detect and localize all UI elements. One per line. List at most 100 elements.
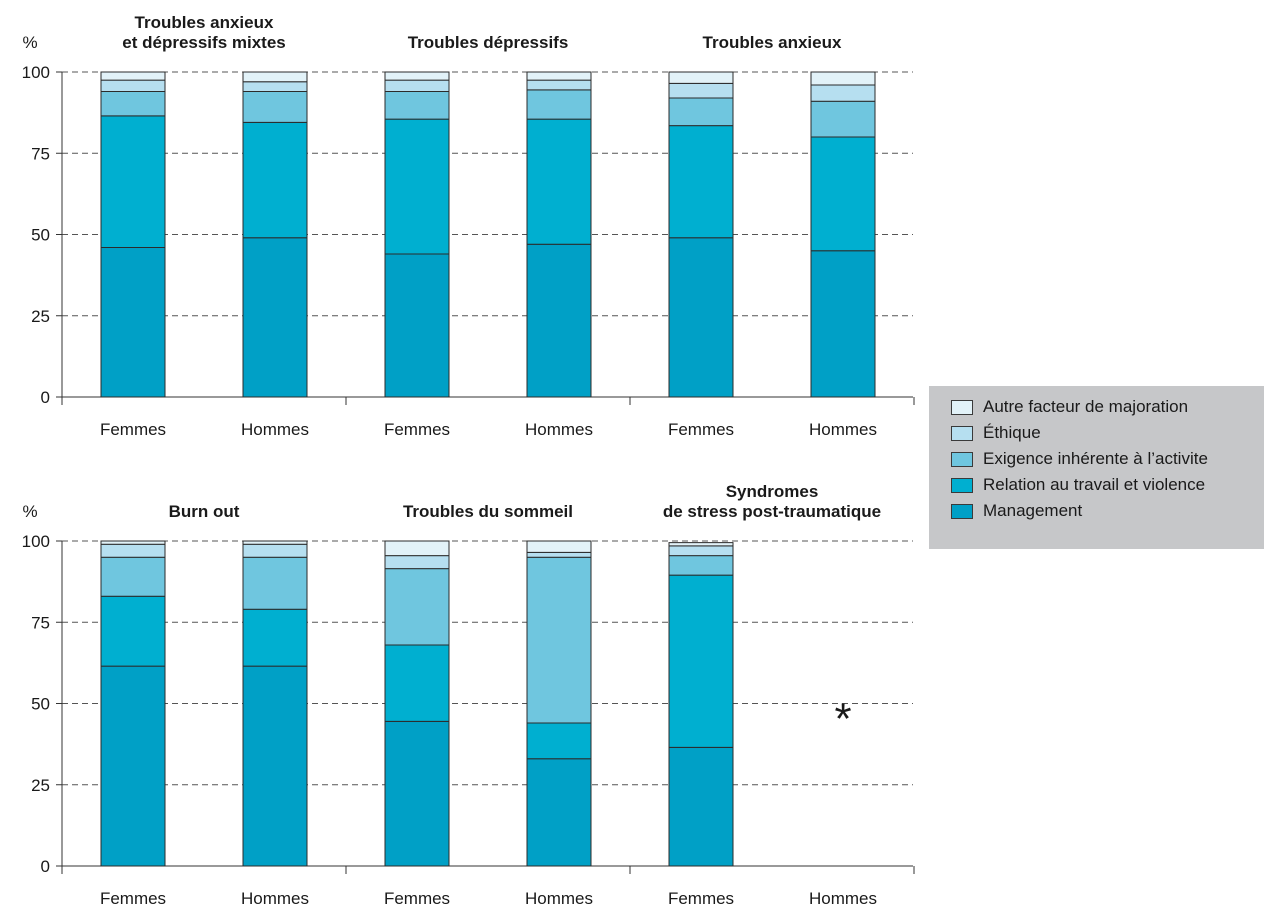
bar-segment xyxy=(384,91,450,120)
bar-segment xyxy=(242,556,308,610)
bar-segment xyxy=(384,71,450,81)
bar-segment xyxy=(242,71,308,83)
group-title: Troubles du sommeil xyxy=(403,502,573,521)
y-tick-label: 50 xyxy=(31,695,50,714)
bar-segment xyxy=(242,665,308,867)
bar-segment xyxy=(100,665,166,867)
bar-segment xyxy=(526,71,592,81)
bar-segment xyxy=(526,118,592,245)
bar-segment xyxy=(100,543,166,558)
bar-segment xyxy=(242,543,308,558)
x-tick-label: Femmes xyxy=(384,889,450,908)
bar-segment xyxy=(100,556,166,597)
bar-segment xyxy=(384,118,450,255)
bar-segment xyxy=(810,136,876,252)
bar-segment xyxy=(384,720,450,867)
bar-segment xyxy=(526,540,592,553)
y-tick-label: 75 xyxy=(31,613,50,632)
x-tick-label: Femmes xyxy=(668,420,734,439)
x-tick-label: Hommes xyxy=(525,889,593,908)
y-tick-label: 0 xyxy=(41,857,50,876)
bar-segment xyxy=(668,542,734,547)
bar-segment xyxy=(526,551,592,558)
bar-segment xyxy=(526,89,592,120)
bar-segment xyxy=(668,97,734,127)
x-tick-label: Femmes xyxy=(100,889,166,908)
y-tick-label: 100 xyxy=(22,63,50,82)
bar-segment xyxy=(668,125,734,239)
legend-item-exigence: Exigence inhérente à l’activite xyxy=(929,446,1264,472)
y-tick-label: 0 xyxy=(41,388,50,407)
bar-segment xyxy=(668,555,734,576)
x-tick-label: Hommes xyxy=(241,889,309,908)
group-title: Troubles anxieux xyxy=(703,33,842,52)
group-title: de stress post-traumatique xyxy=(663,502,881,521)
y-tick-label: 100 xyxy=(22,532,50,551)
bar-segment xyxy=(668,574,734,748)
y-axis-label: % xyxy=(22,33,37,52)
bar-segment xyxy=(668,746,734,867)
group-title: Syndromes xyxy=(726,482,819,501)
y-tick-label: 75 xyxy=(31,144,50,163)
bar-segment xyxy=(100,247,166,398)
bar-segment xyxy=(526,243,592,398)
x-tick-label: Femmes xyxy=(100,420,166,439)
bar-segment xyxy=(242,540,308,545)
bar-segment xyxy=(100,79,166,92)
legend-item-relation: Relation au travail et violence xyxy=(929,472,1264,498)
y-tick-label: 25 xyxy=(31,307,50,326)
bar-segment xyxy=(384,79,450,92)
legend-label: Exigence inhérente à l’activite xyxy=(983,449,1208,468)
bar-segment xyxy=(100,91,166,117)
bar-segment xyxy=(242,91,308,123)
group-title: Troubles anxieux xyxy=(135,13,274,32)
bar-segment xyxy=(668,237,734,398)
y-axis-label: % xyxy=(22,502,37,521)
x-tick-label: Hommes xyxy=(241,420,309,439)
bar-segment xyxy=(668,71,734,84)
y-tick-label: 25 xyxy=(31,776,50,795)
bar-segment xyxy=(810,250,876,398)
bar-segment xyxy=(668,545,734,557)
bar-segment xyxy=(242,81,308,92)
bar-segment xyxy=(100,595,166,667)
bar-segment xyxy=(384,568,450,646)
legend-label: Autre facteur de majoration xyxy=(983,397,1189,416)
annotation-asterisk: * xyxy=(834,695,851,744)
group-title: Troubles dépressifs xyxy=(408,33,569,52)
bar-segment xyxy=(384,253,450,398)
x-tick-label: Femmes xyxy=(384,420,450,439)
legend-swatch xyxy=(951,399,973,415)
bar-segment xyxy=(810,84,876,102)
bar-segment xyxy=(242,121,308,239)
bar-segment xyxy=(242,608,308,667)
x-tick-label: Hommes xyxy=(525,420,593,439)
x-tick-label: Hommes xyxy=(809,420,877,439)
bar-segment xyxy=(384,540,450,557)
y-tick-label: 50 xyxy=(31,226,50,245)
legend-item-management: Management xyxy=(929,498,1264,524)
chart-legend: Autre facteur de majoration Éthique Exig… xyxy=(929,386,1264,549)
legend-swatch xyxy=(951,425,973,441)
bar-segment xyxy=(526,758,592,867)
legend-label: Relation au travail et violence xyxy=(983,475,1206,494)
bar-segment xyxy=(810,71,876,86)
legend-swatch xyxy=(951,451,973,467)
group-title: Burn out xyxy=(169,502,240,521)
bar-segment xyxy=(242,237,308,398)
group-title: et dépressifs mixtes xyxy=(122,33,285,52)
legend-label: Éthique xyxy=(983,423,1041,442)
bar-segment xyxy=(100,115,166,248)
bar-segment xyxy=(668,82,734,99)
legend-item-ethique: Éthique xyxy=(929,420,1264,446)
bar-segment xyxy=(810,100,876,138)
legend-label: Management xyxy=(983,501,1083,520)
bar-segment xyxy=(100,71,166,81)
bar-segment xyxy=(526,556,592,724)
legend-item-autre-facteur: Autre facteur de majoration xyxy=(929,394,1264,420)
x-tick-label: Hommes xyxy=(809,889,877,908)
x-tick-label: Femmes xyxy=(668,889,734,908)
legend-swatch xyxy=(951,503,973,519)
bar-segment xyxy=(384,555,450,570)
